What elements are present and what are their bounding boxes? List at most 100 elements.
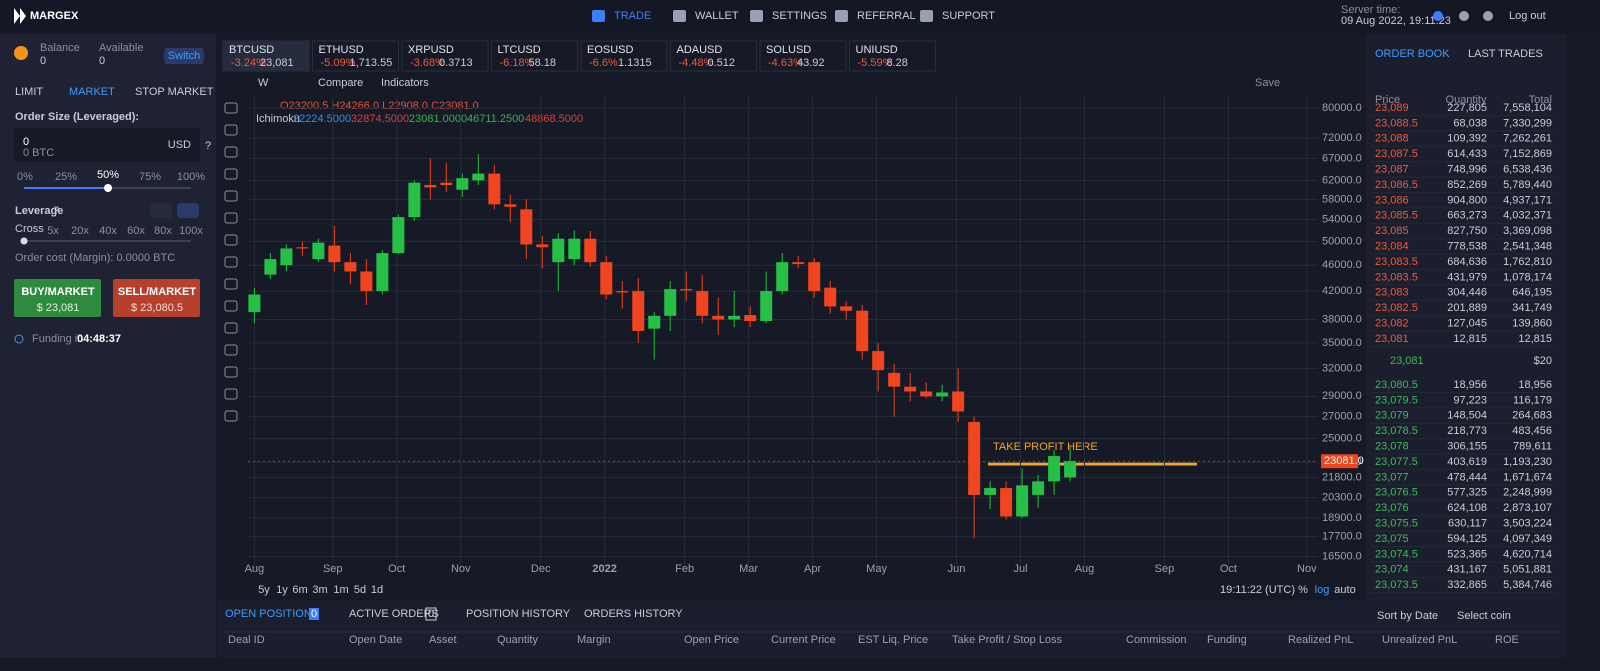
ob-price: 23,083.5 — [1375, 271, 1418, 283]
funding-label: Funding in — [32, 333, 83, 345]
y-tick-label: 46000.0 — [1322, 259, 1362, 271]
candle-body — [792, 262, 805, 265]
ob-quantity: 68,038 — [1453, 117, 1487, 129]
ticker-symbol: SOLUSD — [766, 44, 811, 56]
candle-body — [904, 386, 917, 392]
nav-item[interactable]: WALLET — [695, 10, 739, 22]
scale-option[interactable]: log — [1315, 584, 1330, 596]
x-tick-label: Jul — [1013, 563, 1027, 575]
header-icon[interactable] — [1483, 11, 1493, 21]
candle-body — [616, 291, 629, 293]
interval[interactable]: W — [258, 77, 269, 89]
save[interactable]: Save — [1255, 77, 1280, 89]
ob-quantity: 614,433 — [1447, 148, 1487, 160]
column-header: Margin — [577, 634, 611, 646]
ticker-tab[interactable] — [849, 40, 936, 72]
ob-price: 23,086 — [1375, 194, 1409, 206]
order-tab[interactable]: STOP MARKET — [135, 86, 214, 98]
ob-quantity: 748,996 — [1447, 164, 1487, 176]
logout[interactable]: Log out — [1509, 10, 1546, 22]
select[interactable]: Select coin — [1457, 610, 1511, 622]
sell-label[interactable]: SELL/MARKET — [118, 286, 197, 298]
header-icon[interactable] — [1433, 11, 1443, 21]
ob-total: 1,193,230 — [1503, 456, 1552, 468]
ticker-tab[interactable] — [670, 40, 757, 72]
order-tab[interactable]: LIMIT — [15, 86, 43, 98]
timeframe[interactable]: 1y — [276, 584, 288, 596]
ticker-tab[interactable] — [491, 40, 578, 72]
x-tick-label: 2022 — [592, 563, 616, 575]
tool-icon[interactable] — [224, 212, 238, 224]
ticker-tab[interactable] — [222, 40, 310, 72]
switch-label[interactable]: Switch — [168, 50, 200, 62]
positions-tab[interactable]: OPEN POSITIONS — [225, 608, 319, 620]
column-header: Commission — [1126, 634, 1187, 646]
ticker-tab[interactable] — [401, 40, 489, 72]
nav-item[interactable]: SETTINGS — [772, 10, 827, 22]
ob-tab[interactable]: LAST TRADES — [1468, 48, 1543, 60]
buy-price: $ 23,081 — [37, 302, 80, 314]
ob-tab[interactable]: ORDER BOOK — [1375, 48, 1450, 60]
scale-option[interactable]: auto — [1334, 584, 1355, 596]
count: 0 — [428, 608, 434, 620]
tool-icon[interactable] — [224, 322, 238, 334]
tool-icon[interactable] — [224, 410, 238, 422]
slider-knob[interactable] — [104, 184, 112, 192]
timeframe[interactable]: 5y — [258, 584, 270, 596]
buy-button[interactable] — [14, 279, 101, 317]
tool-icon[interactable] — [224, 300, 238, 312]
positions-tab[interactable]: POSITION HISTORY — [466, 608, 571, 620]
column-header: Open Price — [684, 634, 739, 646]
tool-icon[interactable] — [224, 234, 238, 246]
tool-icon[interactable] — [224, 124, 238, 136]
auto-mode[interactable] — [177, 203, 199, 218]
ticker-tab[interactable] — [580, 40, 668, 72]
timeframe[interactable]: 1m — [333, 584, 348, 596]
x-tick-label: Dec — [531, 563, 551, 575]
buy-label[interactable]: BUY/MARKET — [21, 286, 95, 298]
ichimoku-value: 46711.2500 — [467, 113, 524, 125]
x-tick-label: Nov — [451, 563, 471, 575]
left-panel — [0, 34, 216, 658]
timeframe[interactable]: 3m — [312, 584, 327, 596]
order-tab[interactable]: MARKET — [69, 86, 115, 98]
ob-last-price: 23,081 — [1390, 355, 1424, 367]
tool-icon[interactable] — [224, 256, 238, 268]
ticker-tab[interactable] — [312, 40, 399, 72]
tool-icon[interactable] — [224, 278, 238, 290]
tool-icon[interactable] — [224, 190, 238, 202]
tool-icon[interactable] — [224, 366, 238, 378]
switch-button[interactable] — [164, 48, 204, 64]
timeframe[interactable]: 5d — [354, 584, 366, 596]
edit-mode[interactable] — [150, 203, 172, 218]
tool-icon[interactable] — [224, 168, 238, 180]
tool-icon[interactable] — [224, 146, 238, 158]
ticker-price: 43.92 — [797, 57, 825, 69]
positions-tab[interactable]: ACTIVE ORDERS — [349, 608, 439, 620]
sell-button[interactable] — [113, 279, 200, 317]
leverage-knob[interactable] — [20, 237, 28, 245]
percent-mark: 100% — [177, 171, 205, 183]
positions-tab[interactable]: ORDERS HISTORY — [584, 608, 683, 620]
nav-item[interactable]: REFERRAL — [857, 10, 916, 22]
compare[interactable]: Compare — [318, 77, 363, 89]
timeframe[interactable]: 1d — [371, 584, 383, 596]
sort[interactable]: Sort by Date — [1377, 610, 1438, 622]
ob-total: 3,369,098 — [1503, 225, 1552, 237]
ticker-tab[interactable] — [759, 40, 847, 72]
header-icon[interactable] — [1459, 11, 1469, 21]
tool-icon[interactable] — [224, 388, 238, 400]
tool-icon[interactable] — [224, 344, 238, 356]
tool-icon[interactable] — [224, 102, 238, 114]
ob-quantity: 827,750 — [1447, 225, 1487, 237]
ob-price: 23,080.5 — [1375, 379, 1418, 391]
indicators[interactable]: Indicators — [381, 77, 429, 89]
ticker-symbol: EOSUSD — [587, 44, 634, 56]
size-input[interactable] — [14, 128, 200, 162]
nav-item[interactable]: SUPPORT — [942, 10, 995, 22]
candle-body — [1048, 456, 1061, 482]
leverage-mark: 5x — [47, 225, 59, 237]
scale-option[interactable]: % — [1298, 584, 1308, 596]
nav-item[interactable]: TRADE — [614, 10, 651, 22]
timeframe[interactable]: 6m — [292, 584, 307, 596]
